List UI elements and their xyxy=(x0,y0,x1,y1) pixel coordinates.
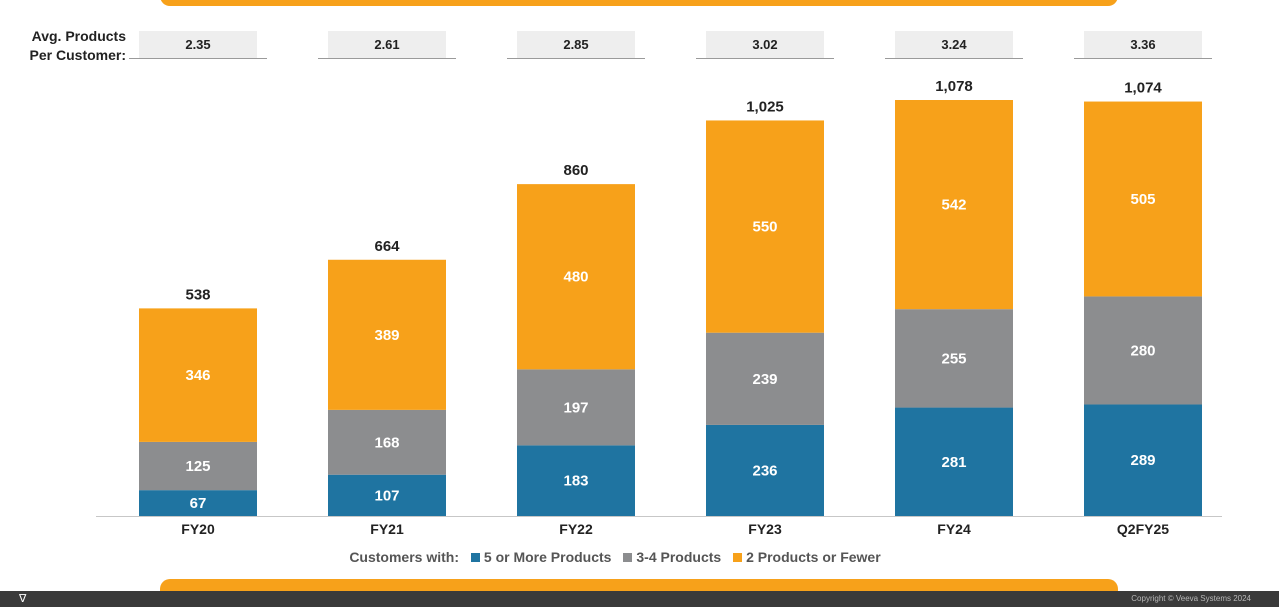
bar-segment-2-or-fewer xyxy=(895,100,1013,310)
segment-data-label: 550 xyxy=(752,219,777,236)
avg-products-underline xyxy=(696,58,834,59)
avg-products-underline xyxy=(129,58,267,59)
avg-products-underline xyxy=(885,58,1023,59)
x-tick-label: Q2FY25 xyxy=(1117,521,1169,537)
avg-products-underline xyxy=(507,58,645,59)
legend-prefix: Customers with: xyxy=(349,549,459,565)
segment-data-label: 505 xyxy=(1130,191,1155,208)
bar-segment-5-plus xyxy=(139,490,257,516)
segment-data-label: 280 xyxy=(1130,342,1155,359)
avg-products-value: 3.24 xyxy=(895,31,1013,58)
bar-segment-3-4 xyxy=(895,309,1013,408)
legend-item-3-4: 3-4 Products xyxy=(623,549,721,565)
bar-segment-2-or-fewer xyxy=(706,120,824,333)
x-tick-label: FY22 xyxy=(559,521,593,537)
chart-legend: Customers with: 5 or More Products 3-4 P… xyxy=(0,549,1230,565)
bar-segment-5-plus xyxy=(328,474,446,516)
legend-label: 3-4 Products xyxy=(636,549,722,565)
bar-segment-5-plus xyxy=(517,445,635,516)
x-tick-label: FY21 xyxy=(370,521,404,537)
avg-products-label-line2: Per Customer: xyxy=(29,47,126,63)
bar-total-label: 538 xyxy=(185,286,210,303)
segment-data-label: 480 xyxy=(563,269,588,286)
avg-products-value: 2.85 xyxy=(517,31,635,58)
segment-data-label: 197 xyxy=(563,399,588,416)
top-accent-bar xyxy=(160,0,1118,6)
segment-data-label: 125 xyxy=(185,458,210,475)
avg-products-value: 2.35 xyxy=(139,31,257,58)
segment-data-label: 255 xyxy=(941,350,966,367)
bar-segment-2-or-fewer xyxy=(139,308,257,442)
x-tick-label: FY20 xyxy=(181,521,215,537)
bar-segment-2-or-fewer xyxy=(328,259,446,410)
bar-segment-3-4 xyxy=(517,369,635,446)
veeva-logo-icon: ∇ xyxy=(19,593,27,605)
x-tick-label: FY24 xyxy=(937,521,971,537)
bar-total-label: 1,025 xyxy=(746,98,784,115)
segment-data-label: 239 xyxy=(752,371,777,388)
avg-products-value: 3.02 xyxy=(706,31,824,58)
bar-segment-3-4 xyxy=(1084,296,1202,405)
legend-item-5-plus: 5 or More Products xyxy=(470,549,612,565)
segment-data-label: 67 xyxy=(190,495,207,512)
segment-data-label: 168 xyxy=(374,434,399,451)
segment-data-label: 236 xyxy=(752,462,777,479)
legend-label: 5 or More Products xyxy=(483,549,612,565)
legend-swatch-5-plus xyxy=(470,553,480,562)
avg-products-value: 3.36 xyxy=(1084,31,1202,58)
stacked-bar-chart: 67 125 346 538 FY20 107 168 389 664 FY21 183 197 480… xyxy=(96,78,1222,537)
bar-segment-3-4 xyxy=(706,332,824,425)
avg-products-underline xyxy=(318,58,456,59)
copyright-text: Copyright © Veeva Systems 2024 xyxy=(1131,594,1251,603)
bar-segment-5-plus xyxy=(706,424,824,516)
bar-segment-5-plus xyxy=(895,407,1013,516)
avg-products-label-line1: Avg. Products xyxy=(31,28,126,44)
segment-data-label: 183 xyxy=(563,473,588,490)
segment-data-label: 107 xyxy=(374,487,399,504)
segment-data-label: 542 xyxy=(941,197,966,214)
avg-products-underline xyxy=(1074,58,1212,59)
avg-products-label: Avg. Products Per Customer: xyxy=(8,27,126,65)
segment-data-label: 281 xyxy=(941,454,966,471)
legend-item-2-or-fewer: 2 Products or Fewer xyxy=(733,549,881,565)
bar-segment-5-plus xyxy=(1084,404,1202,516)
bar-total-label: 860 xyxy=(563,162,588,179)
footer-bar: ∇ Copyright © Veeva Systems 2024 xyxy=(0,591,1279,607)
bar-segment-3-4 xyxy=(328,409,446,475)
bar-segment-3-4 xyxy=(139,441,257,491)
bar-segment-2-or-fewer xyxy=(1084,101,1202,297)
bar-total-label: 664 xyxy=(374,238,400,255)
avg-products-value: 2.61 xyxy=(328,31,446,58)
segment-data-label: 346 xyxy=(185,367,210,384)
bar-segment-2-or-fewer xyxy=(517,184,635,370)
bar-total-label: 1,078 xyxy=(935,78,973,95)
segment-data-label: 289 xyxy=(1130,452,1155,469)
legend-label: 2 Products or Fewer xyxy=(746,549,881,565)
bottom-accent-bar xyxy=(160,579,1118,593)
x-tick-label: FY23 xyxy=(748,521,782,537)
segment-data-label: 389 xyxy=(374,327,399,344)
bar-total-label: 1,074 xyxy=(1124,80,1162,97)
legend-swatch-2-or-fewer xyxy=(733,553,743,562)
legend-swatch-3-4 xyxy=(623,553,633,562)
